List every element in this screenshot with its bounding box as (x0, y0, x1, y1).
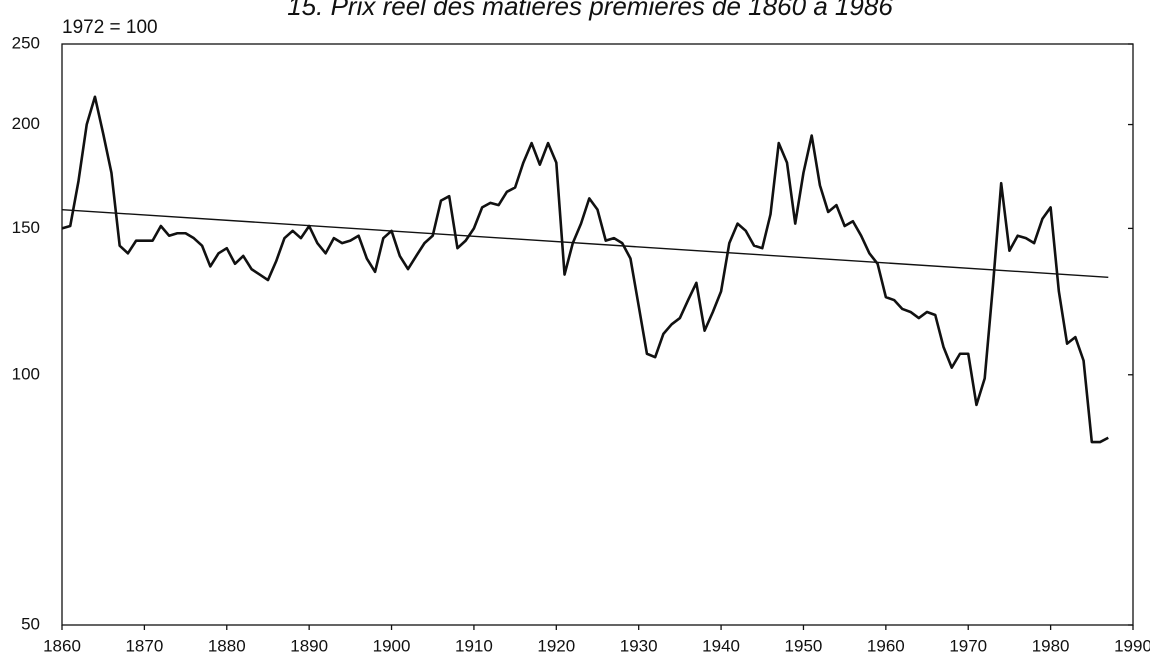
x-tick-label: 1970 (949, 636, 987, 655)
x-tick-label: 1900 (373, 636, 411, 655)
x-tick-label: 1880 (208, 636, 246, 655)
x-tick-label: 1950 (785, 636, 823, 655)
y-tick-label: 250 (12, 33, 40, 52)
chart-title: 15. Prix réel des matières premières de … (287, 0, 893, 21)
y-tick-label: 200 (12, 114, 40, 133)
x-tick-label: 1990 (1114, 636, 1150, 655)
x-tick-label: 1940 (702, 636, 740, 655)
data-line (61, 95, 1109, 444)
x-tick-label: 1890 (290, 636, 328, 655)
plot-frame (61, 43, 1134, 626)
y-tick-label: 150 (12, 218, 40, 237)
x-tick-label: 1960 (867, 636, 905, 655)
x-tick-label: 1930 (620, 636, 658, 655)
y-tick-label: 100 (12, 364, 40, 383)
y-tick-label: 50 (21, 614, 40, 633)
x-tick-label: 1860 (43, 636, 81, 655)
trend-line (61, 208, 1109, 278)
x-tick-label: 1920 (537, 636, 575, 655)
x-tick-label: 1980 (1032, 636, 1070, 655)
x-tick-label: 1910 (455, 636, 493, 655)
chart-subtitle: 1972 = 100 (62, 17, 158, 38)
x-tick-label: 1870 (125, 636, 163, 655)
